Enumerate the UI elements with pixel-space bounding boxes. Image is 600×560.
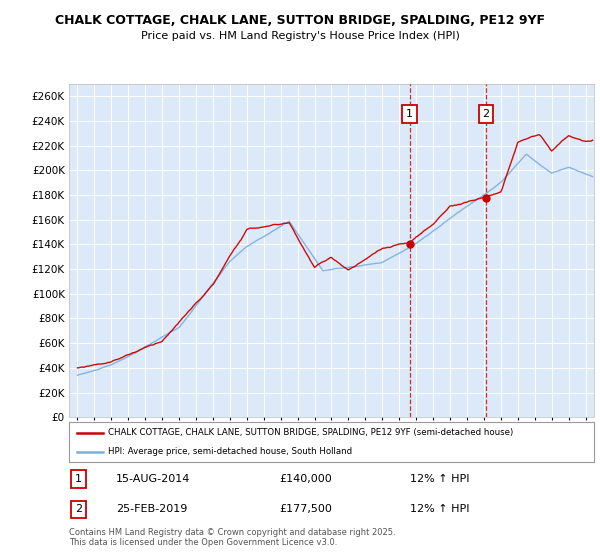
Text: HPI: Average price, semi-detached house, South Holland: HPI: Average price, semi-detached house,… (109, 447, 353, 456)
Text: CHALK COTTAGE, CHALK LANE, SUTTON BRIDGE, SPALDING, PE12 9YF: CHALK COTTAGE, CHALK LANE, SUTTON BRIDGE… (55, 14, 545, 27)
Text: £140,000: £140,000 (279, 474, 332, 484)
Text: 15-AUG-2014: 15-AUG-2014 (116, 474, 191, 484)
Text: £177,500: £177,500 (279, 505, 332, 515)
Text: 25-FEB-2019: 25-FEB-2019 (116, 505, 188, 515)
Text: 1: 1 (75, 474, 82, 484)
Text: Price paid vs. HM Land Registry's House Price Index (HPI): Price paid vs. HM Land Registry's House … (140, 31, 460, 41)
Text: Contains HM Land Registry data © Crown copyright and database right 2025.
This d: Contains HM Land Registry data © Crown c… (69, 528, 395, 547)
Text: 12% ↑ HPI: 12% ↑ HPI (410, 505, 470, 515)
Text: 1: 1 (406, 109, 413, 119)
Text: 12% ↑ HPI: 12% ↑ HPI (410, 474, 470, 484)
Text: 2: 2 (75, 505, 82, 515)
Text: 2: 2 (482, 109, 490, 119)
Text: CHALK COTTAGE, CHALK LANE, SUTTON BRIDGE, SPALDING, PE12 9YF (semi-detached hous: CHALK COTTAGE, CHALK LANE, SUTTON BRIDGE… (109, 428, 514, 437)
